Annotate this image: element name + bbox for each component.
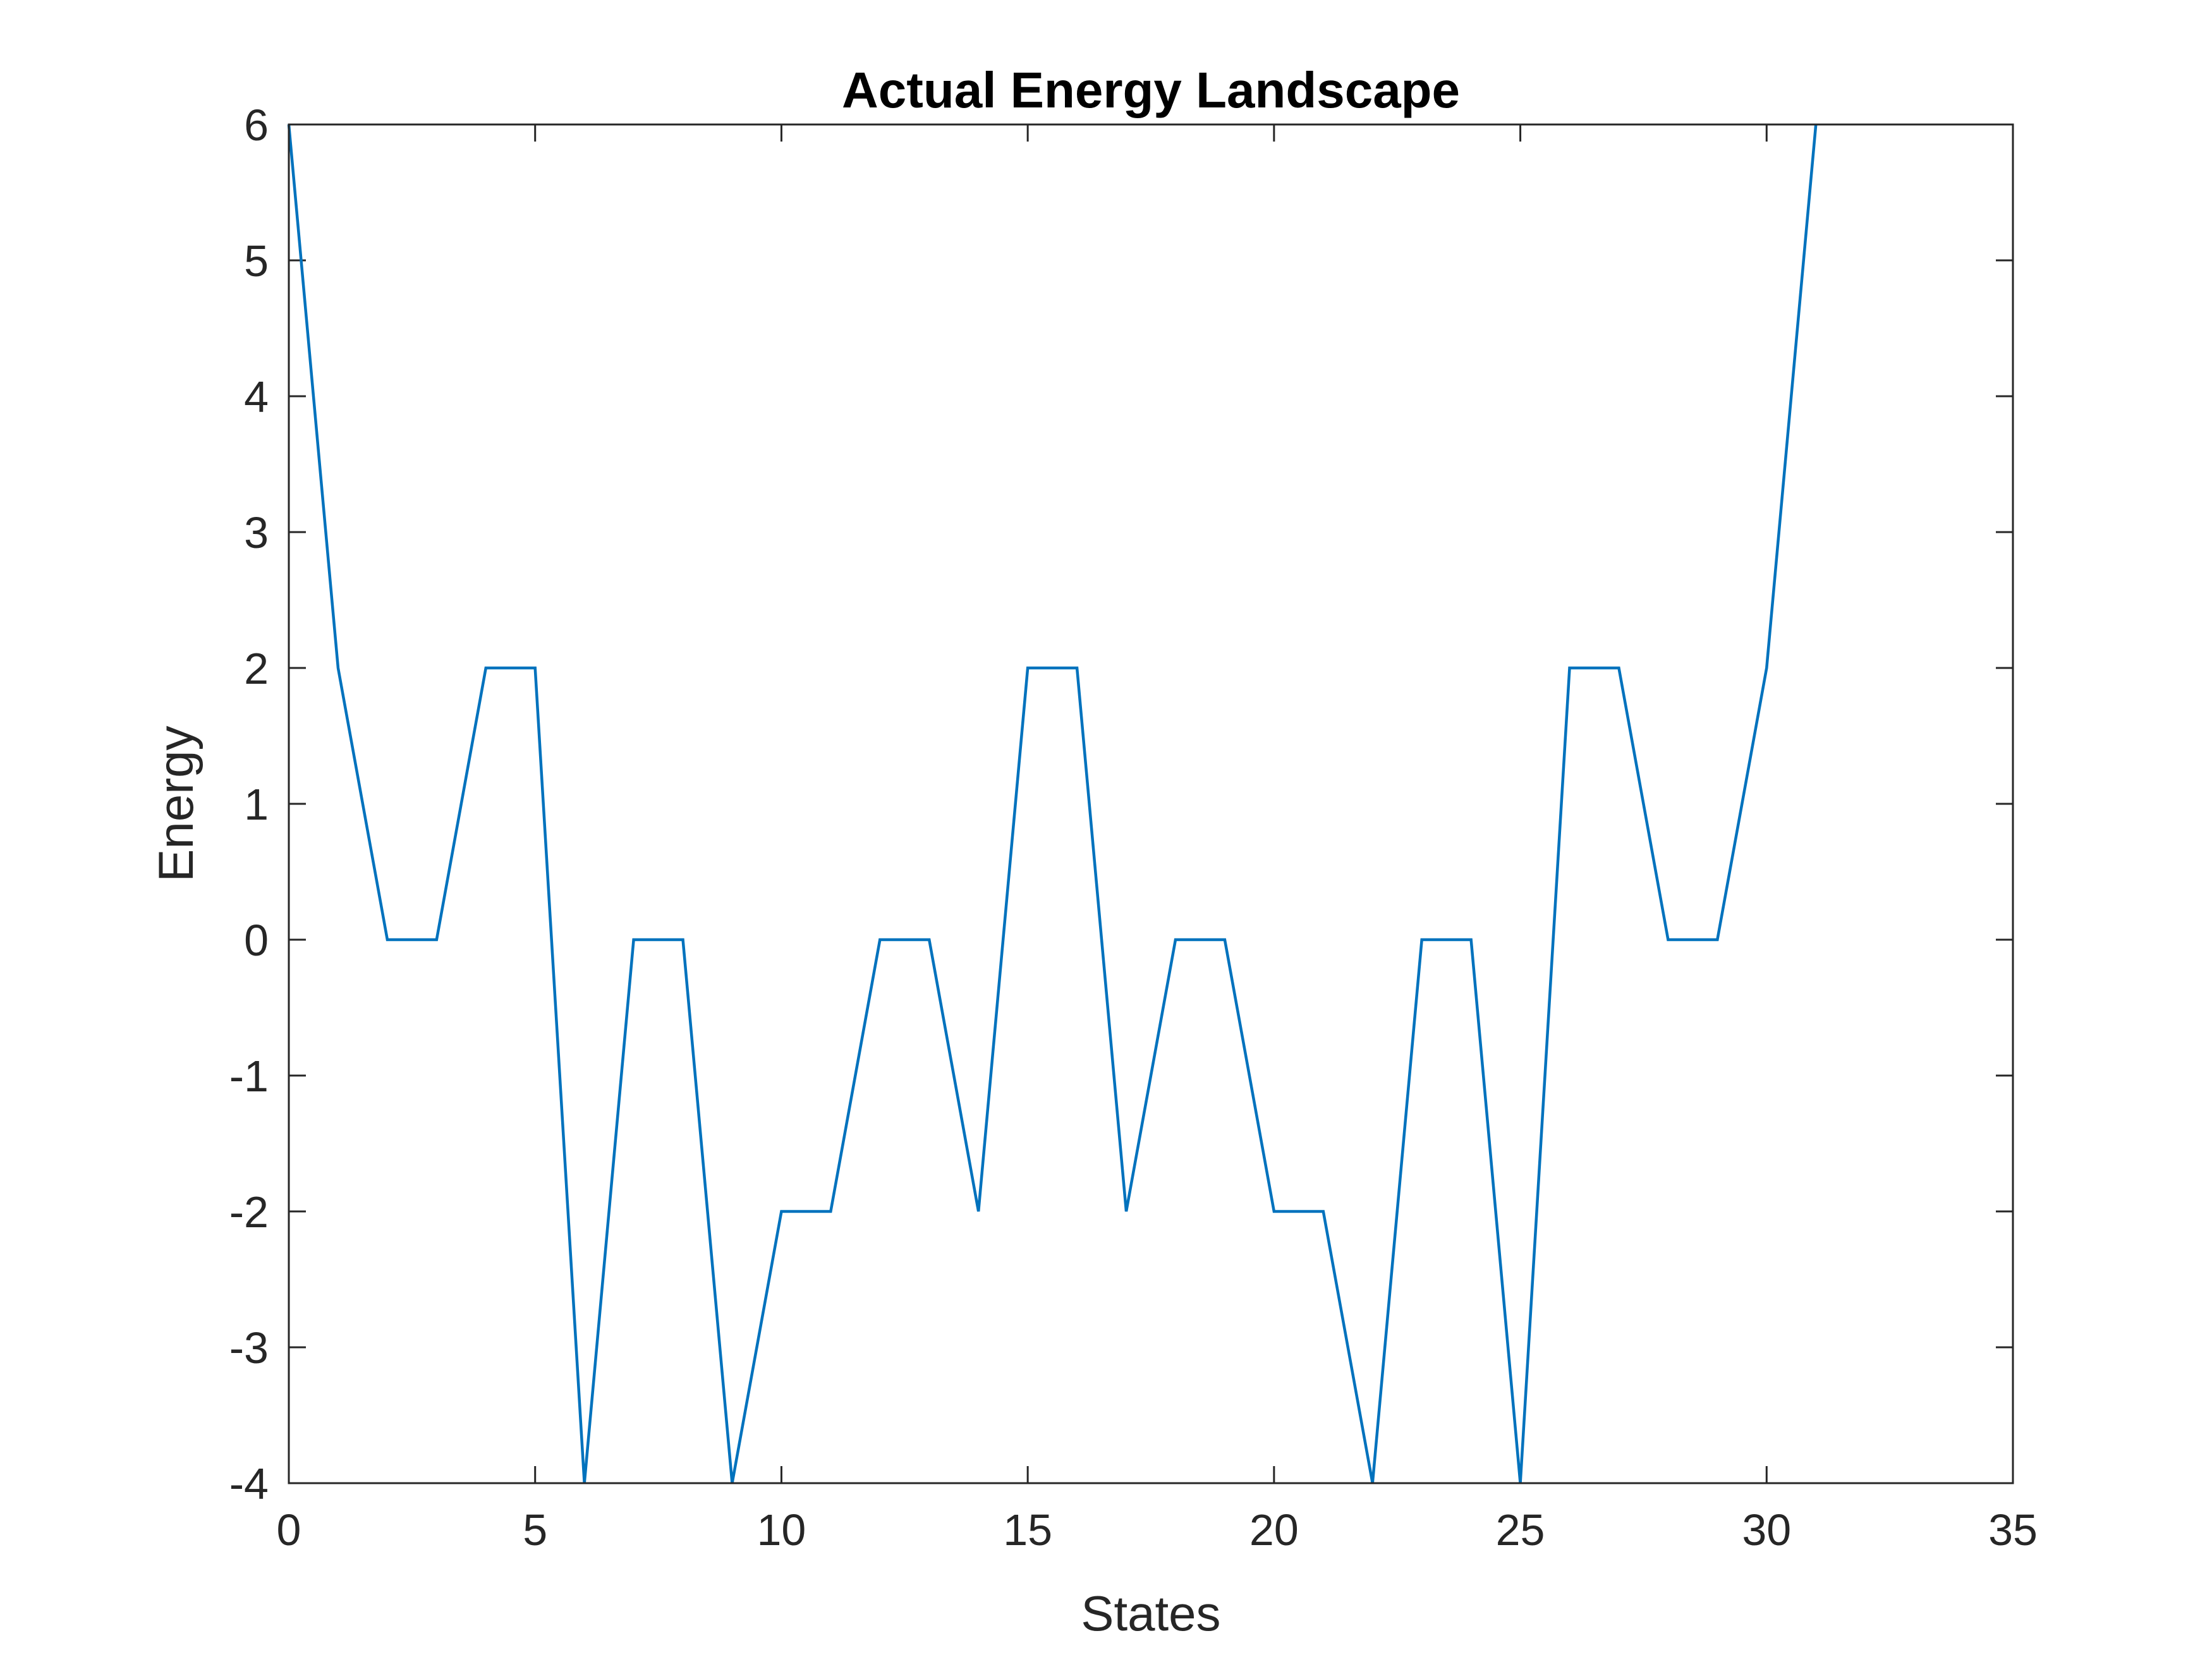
y-axis-ticks: -4 -3 -2 -1 0 1 2 3 4 5 6	[229, 100, 2013, 1508]
y-tick-label: 6	[244, 100, 269, 150]
y-tick-label: 0	[244, 916, 269, 965]
y-tick-label: -2	[229, 1187, 269, 1237]
x-tick-label: 25	[1496, 1505, 1545, 1555]
y-tick-label: -1	[229, 1052, 269, 1101]
x-tick-label: 35	[1988, 1505, 2038, 1555]
y-tick-label: 4	[244, 372, 269, 422]
energy-series-line	[287, 124, 1818, 1484]
x-axis-ticks: 0 5 10 15 20 25 30 35	[277, 124, 2038, 1555]
x-tick-label: 20	[1249, 1505, 1299, 1555]
y-tick-label: 5	[244, 236, 269, 286]
x-tick-label: 10	[757, 1505, 806, 1555]
y-axis-title: Energy	[148, 725, 204, 882]
y-tick-label: -4	[229, 1459, 269, 1508]
x-tick-label: 0	[277, 1505, 301, 1555]
y-tick-label: 2	[244, 644, 269, 693]
plot-area	[289, 124, 2013, 1483]
x-tick-label: 15	[1003, 1505, 1052, 1555]
y-tick-label: -3	[229, 1323, 269, 1373]
y-tick-label: 1	[244, 780, 269, 829]
x-tick-label: 5	[523, 1505, 547, 1555]
series-layer	[287, 124, 1818, 1484]
x-axis-title: States	[1081, 1586, 1220, 1641]
x-tick-label: 30	[1742, 1505, 1791, 1555]
axes-box	[288, 123, 2014, 1484]
y-tick-label: 3	[244, 508, 269, 557]
chart-title: Actual Energy Landscape	[842, 62, 1460, 118]
